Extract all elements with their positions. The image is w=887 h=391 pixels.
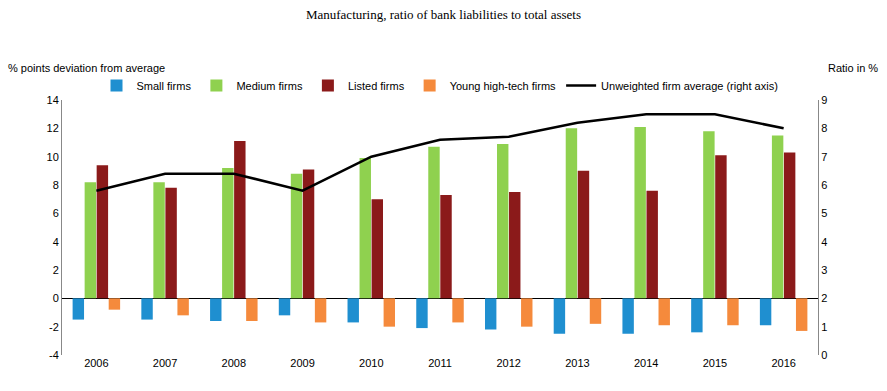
svg-text:6: 6	[821, 179, 827, 191]
svg-text:2016: 2016	[771, 357, 795, 369]
svg-text:2015: 2015	[703, 357, 727, 369]
svg-text:7: 7	[821, 151, 827, 163]
svg-text:-2: -2	[49, 321, 59, 333]
svg-text:2006: 2006	[84, 357, 108, 369]
svg-text:0: 0	[53, 292, 59, 304]
svg-text:2008: 2008	[222, 357, 246, 369]
svg-text:Ratio in %: Ratio in %	[828, 62, 878, 74]
svg-text:5: 5	[821, 207, 827, 219]
svg-text:4: 4	[53, 236, 59, 248]
svg-text:2: 2	[821, 292, 827, 304]
svg-text:2011: 2011	[428, 357, 452, 369]
svg-text:2013: 2013	[565, 357, 589, 369]
svg-text:% points deviation from averag: % points deviation from average	[8, 62, 165, 74]
svg-text:2014: 2014	[634, 357, 658, 369]
svg-text:12: 12	[47, 122, 59, 134]
svg-text:1: 1	[821, 321, 827, 333]
svg-text:-4: -4	[49, 349, 59, 361]
svg-text:8: 8	[53, 179, 59, 191]
svg-text:Manufacturing, ratio of bank l: Manufacturing, ratio of bank liabilities…	[306, 7, 581, 22]
svg-text:6: 6	[53, 207, 59, 219]
svg-text:0: 0	[821, 349, 827, 361]
svg-text:Young high-tech firms: Young high-tech firms	[450, 80, 556, 92]
svg-text:Listed firms: Listed firms	[348, 80, 405, 92]
svg-text:14: 14	[47, 94, 59, 106]
svg-text:8: 8	[821, 122, 827, 134]
svg-text:3: 3	[821, 264, 827, 276]
svg-text:Small firms: Small firms	[137, 80, 192, 92]
svg-text:Unweighted firm average (right: Unweighted firm average (right axis)	[601, 80, 778, 92]
svg-text:10: 10	[47, 151, 59, 163]
svg-text:2: 2	[53, 264, 59, 276]
svg-text:2007: 2007	[153, 357, 177, 369]
svg-text:2009: 2009	[290, 357, 314, 369]
svg-text:2012: 2012	[496, 357, 520, 369]
svg-text:2010: 2010	[359, 357, 383, 369]
svg-text:4: 4	[821, 236, 827, 248]
svg-text:9: 9	[821, 94, 827, 106]
svg-text:Medium firms: Medium firms	[236, 80, 303, 92]
